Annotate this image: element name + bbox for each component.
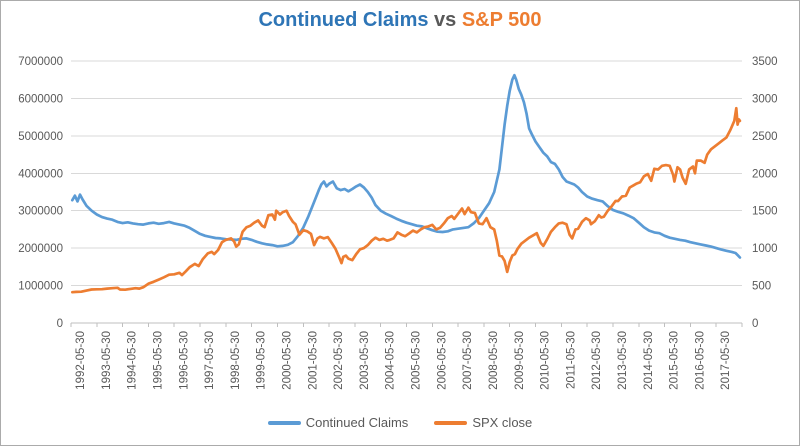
x-axis-tick-label: 2012-05-30 (591, 331, 603, 390)
y-axis-right-tick-label: 3000 (752, 93, 778, 105)
x-axis-tick-label: 2002-05-30 (333, 331, 345, 390)
x-axis-tick-label: 2010-05-30 (540, 331, 552, 390)
y-axis-left-tick-label: 1000000 (18, 281, 63, 293)
x-axis-tick-label: 2001-05-30 (307, 331, 319, 390)
x-axis-tick-label: 2014-05-30 (643, 331, 655, 390)
x-axis-tick-label: 2016-05-30 (694, 331, 706, 390)
y-axis-left-tick-label: 0 (57, 318, 63, 330)
legend-item-spx-close: SPX close (434, 415, 532, 430)
series-line-spx-close (70, 106, 742, 294)
y-axis-right-tick-label: 500 (752, 281, 771, 293)
x-axis-tick-label: 2006-05-30 (436, 331, 448, 390)
x-axis-tick-label: 1995-05-30 (153, 331, 165, 390)
legend-label-continued-claims: Continued Claims (305, 415, 409, 430)
y-axis-left-tick-label: 6000000 (18, 93, 63, 105)
legend-item-continued-claims: Continued Claims (267, 415, 409, 430)
y-axis-left-tick-label: 2000000 (18, 243, 63, 255)
x-axis-tick-label: 2015-05-30 (669, 331, 681, 390)
x-axis-tick-label: 1992-05-30 (75, 331, 87, 390)
y-axis-left-tick-label: 7000000 (18, 56, 63, 68)
x-axis-tick-label: 1999-05-30 (256, 331, 268, 390)
x-axis-tick-label: 1994-05-30 (127, 331, 139, 390)
x-axis-tick-label: 1998-05-30 (230, 331, 242, 390)
x-axis-tick-label: 2013-05-30 (617, 331, 629, 390)
x-axis-tick-label: 1993-05-30 (101, 331, 113, 390)
x-axis-tick-label: 2009-05-30 (514, 331, 526, 390)
x-axis-tick-label: 2007-05-30 (462, 331, 474, 390)
y-axis-right-tick-label: 0 (752, 318, 758, 330)
chart-title-claims: Continued Claims (258, 9, 429, 31)
x-axis-tick-label: 2003-05-30 (359, 331, 371, 390)
legend-swatch-continued-claims (267, 420, 301, 425)
y-axis-right-tick-label: 1500 (752, 206, 778, 218)
chart-title-vs: vs (428, 9, 462, 31)
y-axis-left-tick-label: 5000000 (18, 131, 63, 143)
legend-label-spx-close: SPX close (472, 415, 533, 430)
chart-title-spx: S&P 500 (461, 9, 542, 31)
y-axis-right-tick-label: 2000 (752, 168, 778, 180)
y-axis-left-tick-label: 4000000 (18, 168, 63, 180)
y-axis-right-tick-label: 3500 (752, 56, 778, 68)
x-axis-tick-label: 2005-05-30 (411, 331, 423, 390)
series-line-continued-claims (70, 73, 742, 259)
x-axis-tick-label: 2000-05-30 (282, 331, 294, 390)
y-axis-left-tick-label: 3000000 (18, 206, 63, 218)
y-axis-right-tick-label: 2500 (752, 131, 778, 143)
x-axis-tick-label: 2008-05-30 (488, 331, 500, 390)
x-axis-tick-label: 2017-05-30 (720, 331, 732, 390)
y-axis-right-tick-label: 1000 (752, 243, 778, 255)
chart-title: Continued Claims vs S&P 500 (1, 9, 799, 32)
chart-legend: Continued Claims SPX close (1, 415, 799, 430)
x-axis-tick-label: 1996-05-30 (178, 331, 190, 390)
legend-swatch-spx-close (434, 420, 468, 425)
x-axis-tick-label: 2011-05-30 (565, 331, 577, 389)
x-axis-tick-label: 1997-05-30 (204, 331, 216, 390)
x-axis-tick-label: 2004-05-30 (385, 331, 397, 390)
